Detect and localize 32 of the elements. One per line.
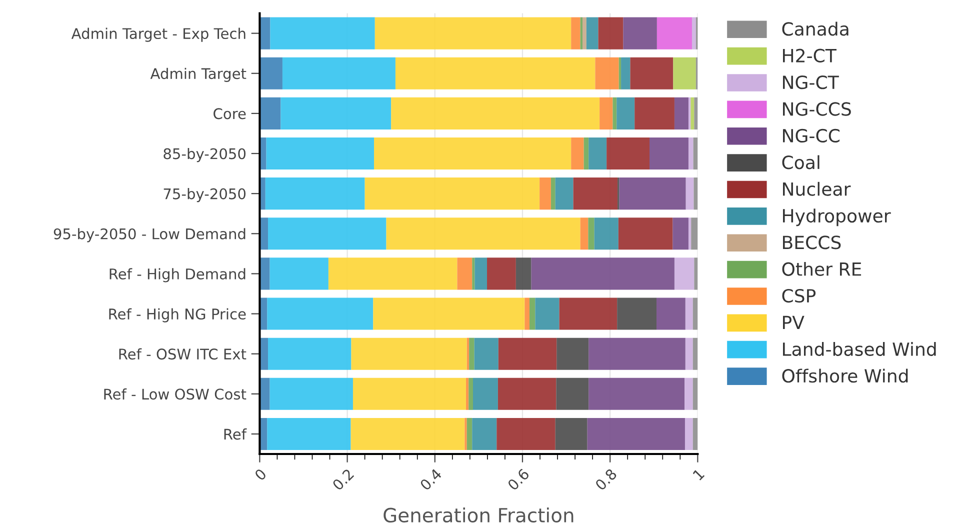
legend-label: Coal [782, 155, 820, 170]
legend-label: Nuclear [783, 182, 851, 196]
legend-label: Offshore Wind [782, 368, 908, 383]
legend-label: H2-CT [783, 48, 837, 62]
y-tick-label: Ref - High Demand [110, 268, 246, 282]
y-tick-label: Ref - High NG Price [109, 308, 246, 322]
y-tick-label: 85-by-2050 [164, 148, 246, 162]
legend-label: Land-based Wind [783, 342, 936, 356]
y-tick-label: Admin Target [150, 68, 246, 82]
x-tick-label: 0.8 [594, 468, 618, 491]
x-axis-title: Generation Fraction [384, 507, 574, 523]
y-tick-label: Admin Target - Exp Tech [71, 28, 246, 42]
x-tick-label: 0.6 [506, 468, 530, 491]
legend-label: Canada [782, 22, 848, 36]
y-tick-label: Core [214, 108, 246, 120]
legend-label: BECCS [783, 236, 841, 250]
legend-label: NG-CT [783, 75, 839, 90]
x-tick-label: 0.2 [332, 468, 354, 491]
y-tick-label: 75-by-2050 [164, 188, 246, 202]
legend-label: Hydropower [783, 208, 891, 226]
x-tick-label: 1 [692, 468, 705, 480]
x-tick-label: 0 [254, 468, 267, 482]
y-tick-label: 95-by-2050 - Low Demand [54, 228, 246, 242]
legend-label: CSP [782, 288, 816, 303]
y-tick-label: Ref [224, 428, 247, 440]
x-tick-label: 0.4 [419, 468, 442, 491]
y-tick-label: Ref - Low OSW Cost [104, 388, 246, 400]
legend-label: Other RE [782, 262, 862, 276]
legend-label: NG-CC [783, 128, 840, 143]
legend-label: PV [783, 316, 804, 330]
legend-label: NG-CCS [783, 102, 851, 116]
y-tick-label: Ref - OSW ITC Ext [119, 348, 246, 360]
